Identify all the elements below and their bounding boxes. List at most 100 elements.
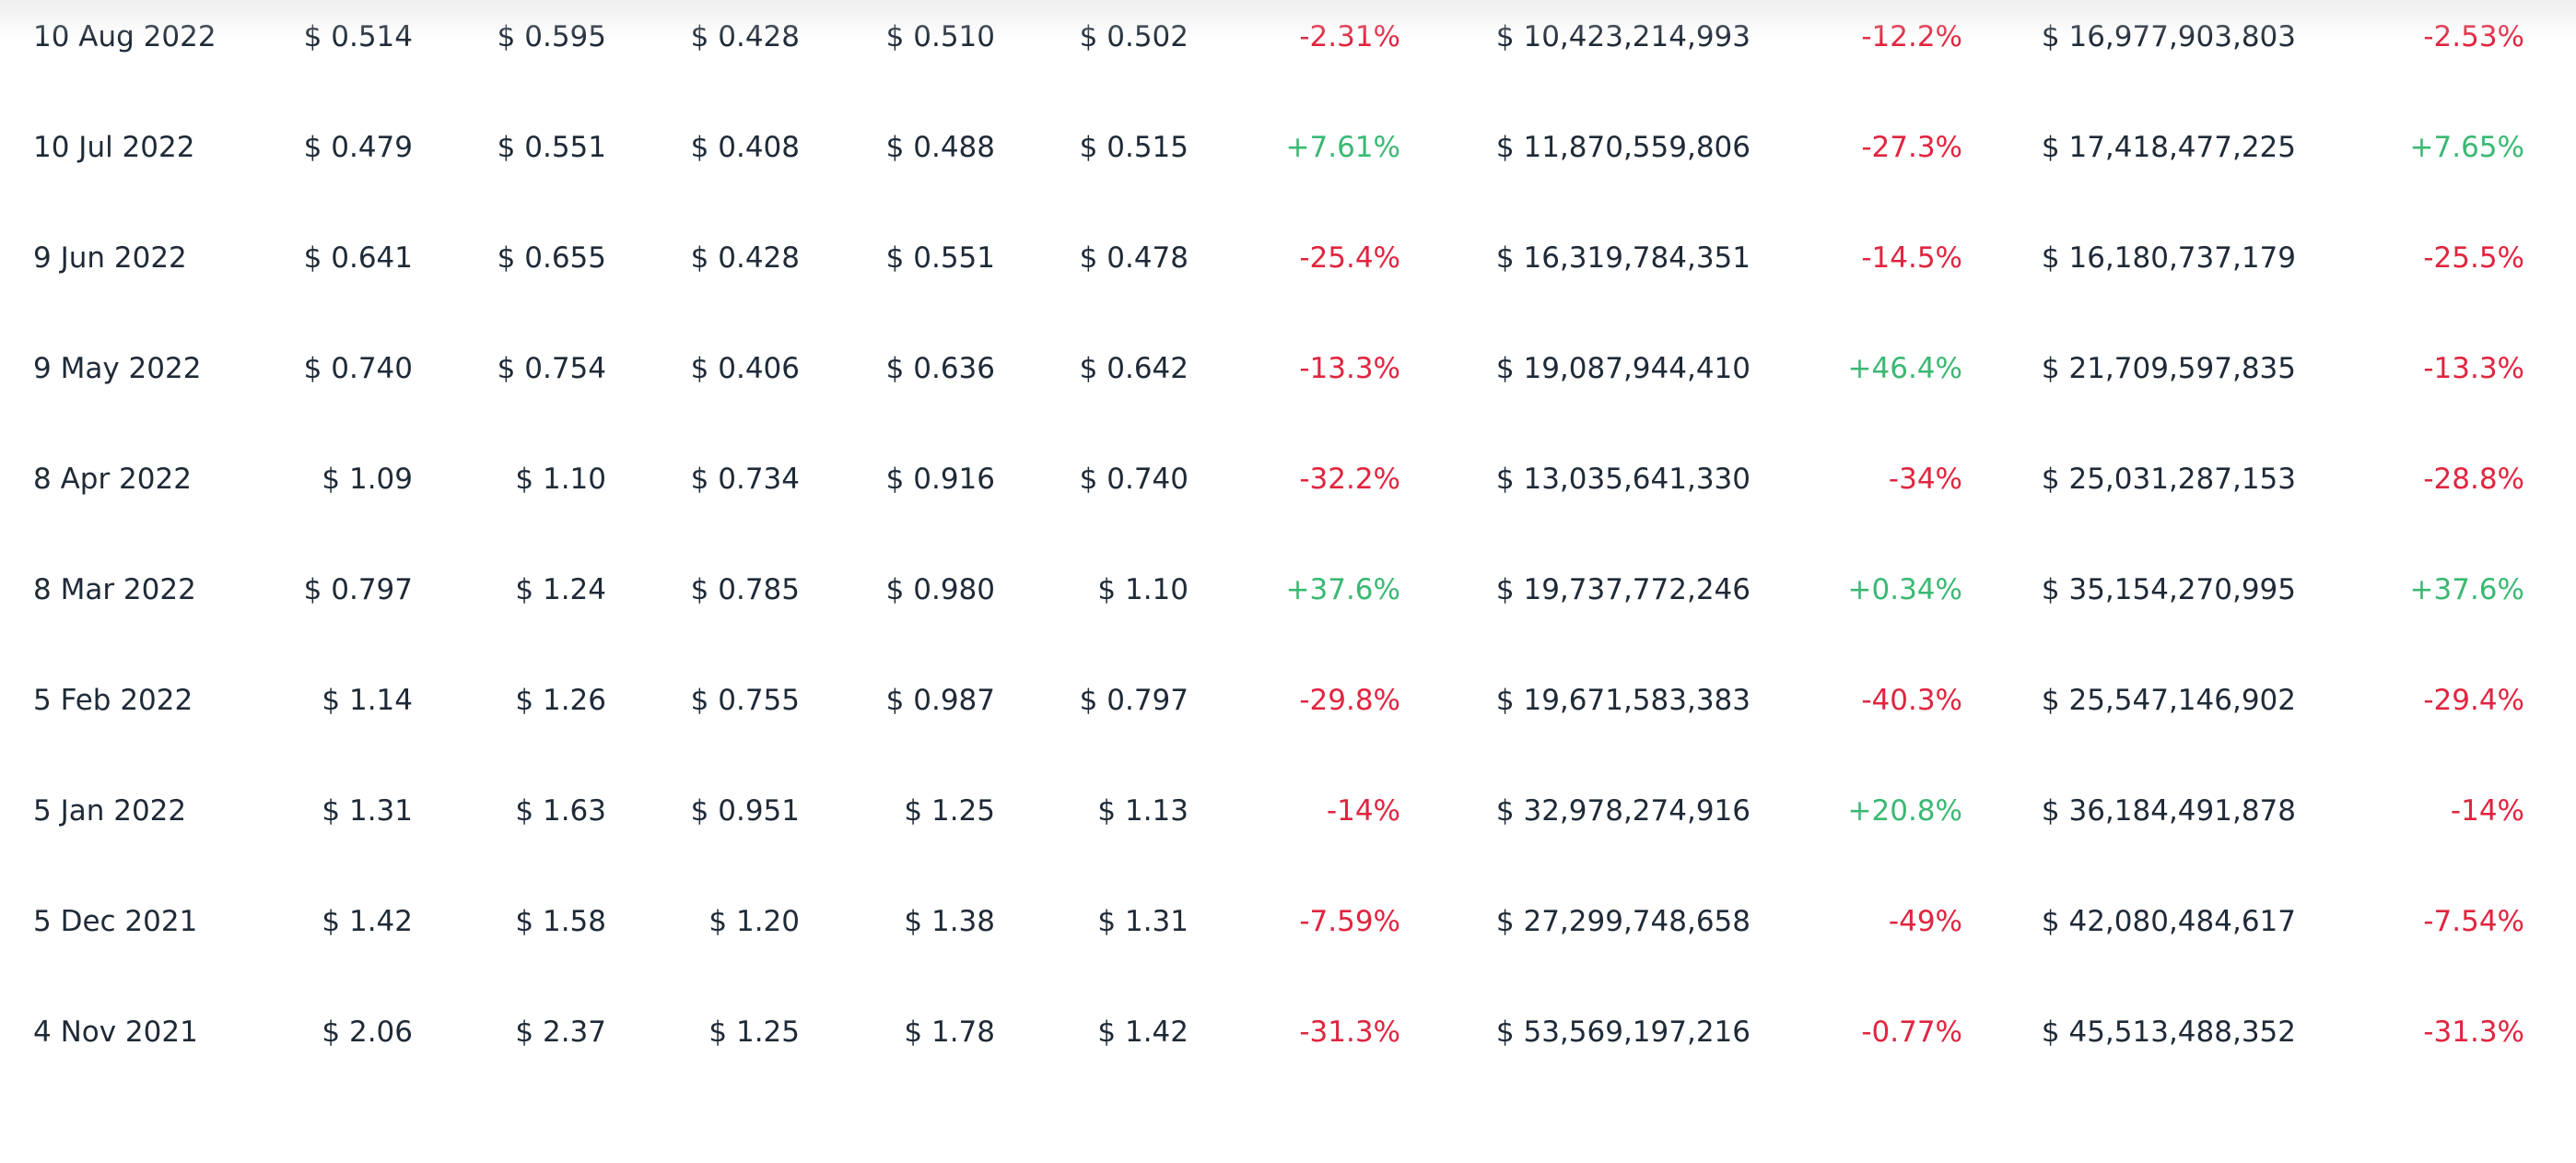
high-price-cell: $ 1.63 bbox=[515, 794, 606, 828]
date-cell: 5 Feb 2022 bbox=[33, 684, 193, 717]
average-price-cell: $ 0.916 bbox=[885, 463, 995, 496]
open-price-cell: $ 2.06 bbox=[322, 1016, 413, 1049]
market-cap-cell: $ 25,547,146,902 bbox=[2041, 684, 2296, 717]
table-row: 10 Jul 2022 $ 0.479 $ 0.551 $ 0.408 $ 0.… bbox=[0, 92, 2576, 203]
price-change-cell: -31.3% bbox=[1299, 1016, 1400, 1049]
open-price-cell: $ 0.479 bbox=[303, 131, 413, 164]
high-price-cell: $ 1.26 bbox=[515, 684, 606, 717]
market-cap-change-cell: -29.4% bbox=[2423, 684, 2524, 717]
close-price-cell: $ 1.10 bbox=[1097, 573, 1188, 606]
volume-change-cell: -40.3% bbox=[1861, 684, 1962, 717]
high-price-cell: $ 1.10 bbox=[515, 463, 606, 496]
date-cell: 5 Jan 2022 bbox=[33, 794, 187, 828]
low-price-cell: $ 1.25 bbox=[708, 1016, 800, 1049]
high-price-cell: $ 2.37 bbox=[515, 1016, 606, 1049]
market-cap-cell: $ 25,031,287,153 bbox=[2041, 463, 2296, 496]
low-price-cell: $ 0.755 bbox=[690, 684, 800, 717]
close-price-cell: $ 0.515 bbox=[1079, 131, 1188, 164]
price-change-cell: -32.2% bbox=[1299, 463, 1400, 496]
close-price-cell: $ 0.740 bbox=[1079, 463, 1188, 496]
volume-cell: $ 10,423,214,993 bbox=[1495, 20, 1751, 53]
price-change-cell: +37.6% bbox=[1285, 573, 1400, 606]
low-price-cell: $ 1.20 bbox=[708, 905, 800, 938]
date-cell: 9 May 2022 bbox=[33, 352, 202, 385]
average-price-cell: $ 0.980 bbox=[885, 573, 995, 606]
market-cap-cell: $ 16,180,737,179 bbox=[2041, 241, 2296, 275]
price-change-cell: -29.8% bbox=[1299, 684, 1400, 717]
table-row: 9 May 2022 $ 0.740 $ 0.754 $ 0.406 $ 0.6… bbox=[0, 313, 2576, 424]
high-price-cell: $ 0.655 bbox=[497, 241, 606, 275]
volume-cell: $ 19,087,944,410 bbox=[1495, 352, 1751, 385]
open-price-cell: $ 1.31 bbox=[322, 794, 413, 828]
table-row: 5 Jan 2022 $ 1.31 $ 1.63 $ 0.951 $ 1.25 … bbox=[0, 756, 2576, 866]
high-price-cell: $ 0.754 bbox=[497, 352, 606, 385]
average-price-cell: $ 1.38 bbox=[904, 905, 995, 938]
open-price-cell: $ 1.14 bbox=[322, 684, 413, 717]
price-change-cell: -2.31% bbox=[1299, 20, 1400, 53]
volume-cell: $ 13,035,641,330 bbox=[1495, 463, 1751, 496]
market-cap-cell: $ 17,418,477,225 bbox=[2041, 131, 2296, 164]
high-price-cell: $ 0.551 bbox=[497, 131, 606, 164]
open-price-cell: $ 0.797 bbox=[303, 573, 413, 606]
close-price-cell: $ 0.502 bbox=[1079, 20, 1188, 53]
volume-cell: $ 19,671,583,383 bbox=[1495, 684, 1751, 717]
market-cap-cell: $ 45,513,488,352 bbox=[2041, 1016, 2296, 1049]
price-change-cell: -25.4% bbox=[1299, 241, 1400, 275]
average-price-cell: $ 0.636 bbox=[885, 352, 995, 385]
date-cell: 4 Nov 2021 bbox=[33, 1016, 198, 1049]
open-price-cell: $ 0.641 bbox=[303, 241, 413, 275]
market-cap-change-cell: -2.53% bbox=[2423, 20, 2524, 53]
price-change-cell: +7.61% bbox=[1285, 131, 1400, 164]
low-price-cell: $ 0.785 bbox=[690, 573, 800, 606]
open-price-cell: $ 1.42 bbox=[322, 905, 413, 938]
volume-cell: $ 16,319,784,351 bbox=[1495, 241, 1751, 275]
open-price-cell: $ 0.740 bbox=[303, 352, 413, 385]
market-cap-change-cell: -7.54% bbox=[2423, 905, 2524, 938]
volume-change-cell: -49% bbox=[1888, 905, 1962, 938]
low-price-cell: $ 0.951 bbox=[690, 794, 800, 828]
volume-cell: $ 19,737,772,246 bbox=[1495, 573, 1751, 606]
market-cap-change-cell: -14% bbox=[2450, 794, 2524, 828]
market-cap-change-cell: -13.3% bbox=[2423, 352, 2524, 385]
date-cell: 8 Apr 2022 bbox=[33, 463, 192, 496]
volume-cell: $ 32,978,274,916 bbox=[1495, 794, 1751, 828]
volume-change-cell: -0.77% bbox=[1861, 1016, 1962, 1049]
volume-cell: $ 11,870,559,806 bbox=[1495, 131, 1751, 164]
market-cap-change-cell: -31.3% bbox=[2423, 1016, 2524, 1049]
market-cap-change-cell: +37.6% bbox=[2409, 573, 2524, 606]
volume-change-cell: +20.8% bbox=[1847, 794, 1962, 828]
close-price-cell: $ 0.642 bbox=[1079, 352, 1188, 385]
market-cap-cell: $ 21,709,597,835 bbox=[2041, 352, 2296, 385]
table-row: 10 Aug 2022 $ 0.514 $ 0.595 $ 0.428 $ 0.… bbox=[0, 0, 2576, 92]
table-row: 4 Nov 2021 $ 2.06 $ 2.37 $ 1.25 $ 1.78 $… bbox=[0, 977, 2576, 1087]
low-price-cell: $ 0.408 bbox=[690, 131, 800, 164]
open-price-cell: $ 1.09 bbox=[322, 463, 413, 496]
table-row: 8 Mar 2022 $ 0.797 $ 1.24 $ 0.785 $ 0.98… bbox=[0, 535, 2576, 645]
average-price-cell: $ 1.78 bbox=[904, 1016, 995, 1049]
market-cap-change-cell: -25.5% bbox=[2423, 241, 2524, 275]
low-price-cell: $ 0.428 bbox=[690, 241, 800, 275]
market-cap-change-cell: -28.8% bbox=[2423, 463, 2524, 496]
price-change-cell: -7.59% bbox=[1299, 905, 1400, 938]
price-change-cell: -13.3% bbox=[1299, 352, 1400, 385]
low-price-cell: $ 0.406 bbox=[690, 352, 800, 385]
average-price-cell: $ 0.987 bbox=[885, 684, 995, 717]
market-cap-cell: $ 35,154,270,995 bbox=[2041, 573, 2296, 606]
volume-cell: $ 53,569,197,216 bbox=[1495, 1016, 1751, 1049]
close-price-cell: $ 1.42 bbox=[1097, 1016, 1188, 1049]
market-cap-change-cell: +7.65% bbox=[2409, 131, 2524, 164]
market-cap-cell: $ 36,184,491,878 bbox=[2041, 794, 2296, 828]
volume-change-cell: +0.34% bbox=[1847, 573, 1962, 606]
table-row: 5 Dec 2021 $ 1.42 $ 1.58 $ 1.20 $ 1.38 $… bbox=[0, 866, 2576, 977]
average-price-cell: $ 0.488 bbox=[885, 131, 995, 164]
date-cell: 9 Jun 2022 bbox=[33, 241, 187, 275]
volume-change-cell: -14.5% bbox=[1861, 241, 1962, 275]
market-cap-cell: $ 42,080,484,617 bbox=[2041, 905, 2296, 938]
volume-cell: $ 27,299,748,658 bbox=[1495, 905, 1751, 938]
date-cell: 8 Mar 2022 bbox=[33, 573, 196, 606]
date-cell: 10 Jul 2022 bbox=[33, 131, 195, 164]
table-row: 9 Jun 2022 $ 0.641 $ 0.655 $ 0.428 $ 0.5… bbox=[0, 203, 2576, 313]
close-price-cell: $ 0.797 bbox=[1079, 684, 1188, 717]
price-change-cell: -14% bbox=[1326, 794, 1400, 828]
